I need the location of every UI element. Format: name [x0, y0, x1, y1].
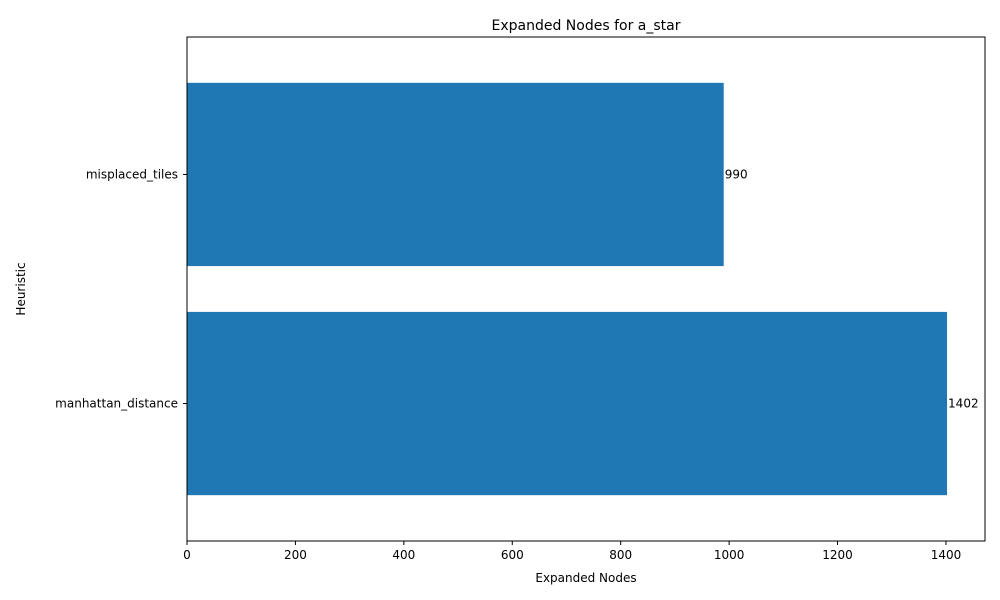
x-tick-label: 600 [501, 548, 524, 562]
value-labels: 1402 990 [725, 167, 979, 410]
x-tick-label: 800 [609, 548, 632, 562]
x-tick-label: 400 [392, 548, 415, 562]
x-tick-label: 1200 [822, 548, 853, 562]
value-label-misplaced-tiles: 990 [725, 167, 748, 181]
bar-manhattan-distance [187, 311, 948, 496]
y-tick-label: manhattan_distance [55, 397, 178, 411]
x-tick-label: 200 [284, 548, 307, 562]
x-tick-label: 1000 [714, 548, 745, 562]
plot-frame [186, 36, 986, 542]
y-axis-ticks: manhattan_distance misplaced_tiles [55, 167, 187, 411]
x-tick-label: 0 [183, 548, 191, 562]
y-tick-label: misplaced_tiles [86, 167, 178, 181]
x-axis-ticks: 0 200 400 600 800 1000 1200 1400 [183, 541, 961, 562]
x-axis-label: Expanded Nodes [535, 571, 636, 585]
chart-title: Expanded Nodes for a_star [492, 18, 681, 34]
bars [187, 82, 948, 496]
y-axis-label: Heuristic [14, 262, 28, 315]
value-label-manhattan-distance: 1402 [948, 397, 979, 411]
x-tick-label: 1400 [931, 548, 962, 562]
bar-misplaced-tiles [187, 82, 724, 267]
